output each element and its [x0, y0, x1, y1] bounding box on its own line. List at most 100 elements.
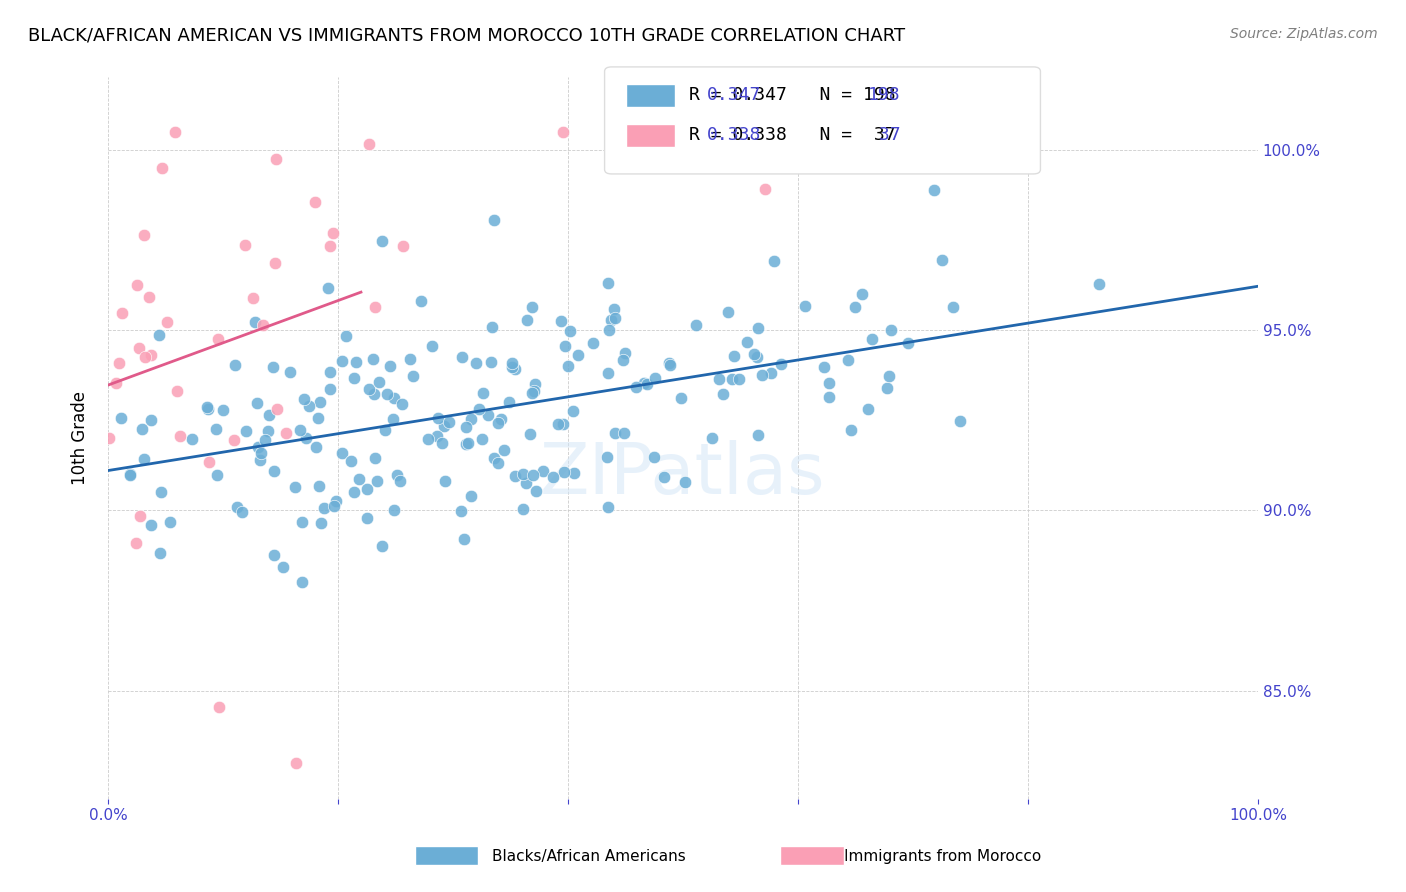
- Point: [464, 356, 486, 370]
- Point: [205, 467, 228, 482]
- Point: [562, 466, 585, 480]
- Point: [737, 335, 759, 350]
- Point: [751, 368, 773, 382]
- Point: [860, 332, 883, 346]
- Point: [633, 376, 655, 391]
- Point: [453, 533, 475, 547]
- Point: [541, 469, 564, 483]
- Point: [931, 252, 953, 267]
- Point: [762, 254, 785, 268]
- Point: [498, 395, 520, 409]
- Point: [366, 474, 388, 488]
- Point: [308, 395, 330, 409]
- Point: [596, 277, 619, 291]
- Point: [148, 327, 170, 342]
- Point: [263, 548, 285, 562]
- Point: [262, 359, 284, 374]
- Point: [298, 399, 321, 413]
- Point: [742, 347, 765, 361]
- Text: 198: 198: [868, 86, 900, 103]
- Point: [233, 237, 256, 252]
- Point: [877, 368, 900, 383]
- Point: [385, 468, 408, 483]
- Point: [291, 515, 314, 529]
- Point: [375, 387, 398, 401]
- Point: [247, 440, 270, 454]
- Point: [793, 299, 815, 313]
- Point: [896, 335, 918, 350]
- Point: [524, 483, 547, 498]
- Point: [770, 357, 793, 371]
- Point: [851, 287, 873, 301]
- Point: [398, 351, 420, 366]
- Point: [754, 182, 776, 196]
- Point: [195, 400, 218, 414]
- Point: [169, 429, 191, 443]
- Point: [284, 756, 307, 770]
- Point: [342, 371, 364, 385]
- Point: [330, 354, 353, 368]
- Point: [309, 516, 332, 530]
- Text: ZIPatlas: ZIPatlas: [540, 440, 825, 508]
- Point: [481, 320, 503, 334]
- Point: [343, 484, 366, 499]
- Point: [658, 356, 681, 370]
- Point: [505, 362, 527, 376]
- Point: [357, 136, 380, 151]
- Point: [363, 387, 385, 401]
- Point: [295, 431, 318, 445]
- Point: [159, 515, 181, 529]
- Point: [266, 401, 288, 416]
- Point: [243, 315, 266, 329]
- Point: [125, 278, 148, 293]
- Point: [391, 397, 413, 411]
- Point: [382, 391, 405, 405]
- Point: [156, 315, 179, 329]
- Point: [522, 467, 544, 482]
- Point: [457, 435, 479, 450]
- Point: [208, 700, 231, 714]
- Point: [150, 484, 173, 499]
- Point: [659, 358, 682, 372]
- Point: [516, 313, 538, 327]
- Point: [624, 380, 647, 394]
- Text: BLACK/AFRICAN AMERICAN VS IMMIGRANTS FROM MOROCCO 10TH GRADE CORRELATION CHART: BLACK/AFRICAN AMERICAN VS IMMIGRANTS FRO…: [28, 27, 905, 45]
- Point: [364, 451, 387, 466]
- Point: [152, 161, 174, 175]
- Point: [263, 464, 285, 478]
- Point: [486, 456, 509, 470]
- Point: [291, 574, 314, 589]
- Point: [472, 386, 495, 401]
- Point: [402, 369, 425, 384]
- Point: [224, 434, 246, 448]
- Point: [460, 489, 482, 503]
- Point: [382, 502, 405, 516]
- Point: [596, 500, 619, 514]
- Point: [98, 431, 121, 445]
- Point: [134, 350, 156, 364]
- Point: [356, 482, 378, 496]
- Point: [347, 472, 370, 486]
- Point: [105, 376, 128, 390]
- Point: [492, 442, 515, 457]
- Point: [503, 469, 526, 483]
- Point: [197, 402, 219, 417]
- Point: [426, 428, 449, 442]
- Point: [603, 301, 626, 316]
- Point: [308, 479, 330, 493]
- Point: [207, 332, 229, 346]
- Point: [673, 475, 696, 489]
- Point: [437, 415, 460, 429]
- Point: [471, 433, 494, 447]
- Point: [519, 426, 541, 441]
- Point: [198, 455, 221, 469]
- Point: [288, 423, 311, 437]
- Point: [163, 124, 186, 138]
- Point: [139, 348, 162, 362]
- Point: [922, 183, 945, 197]
- Point: [420, 339, 443, 353]
- Point: [547, 417, 569, 432]
- Point: [747, 321, 769, 335]
- Text: Immigrants from Morocco: Immigrants from Morocco: [844, 849, 1040, 863]
- Point: [249, 453, 271, 467]
